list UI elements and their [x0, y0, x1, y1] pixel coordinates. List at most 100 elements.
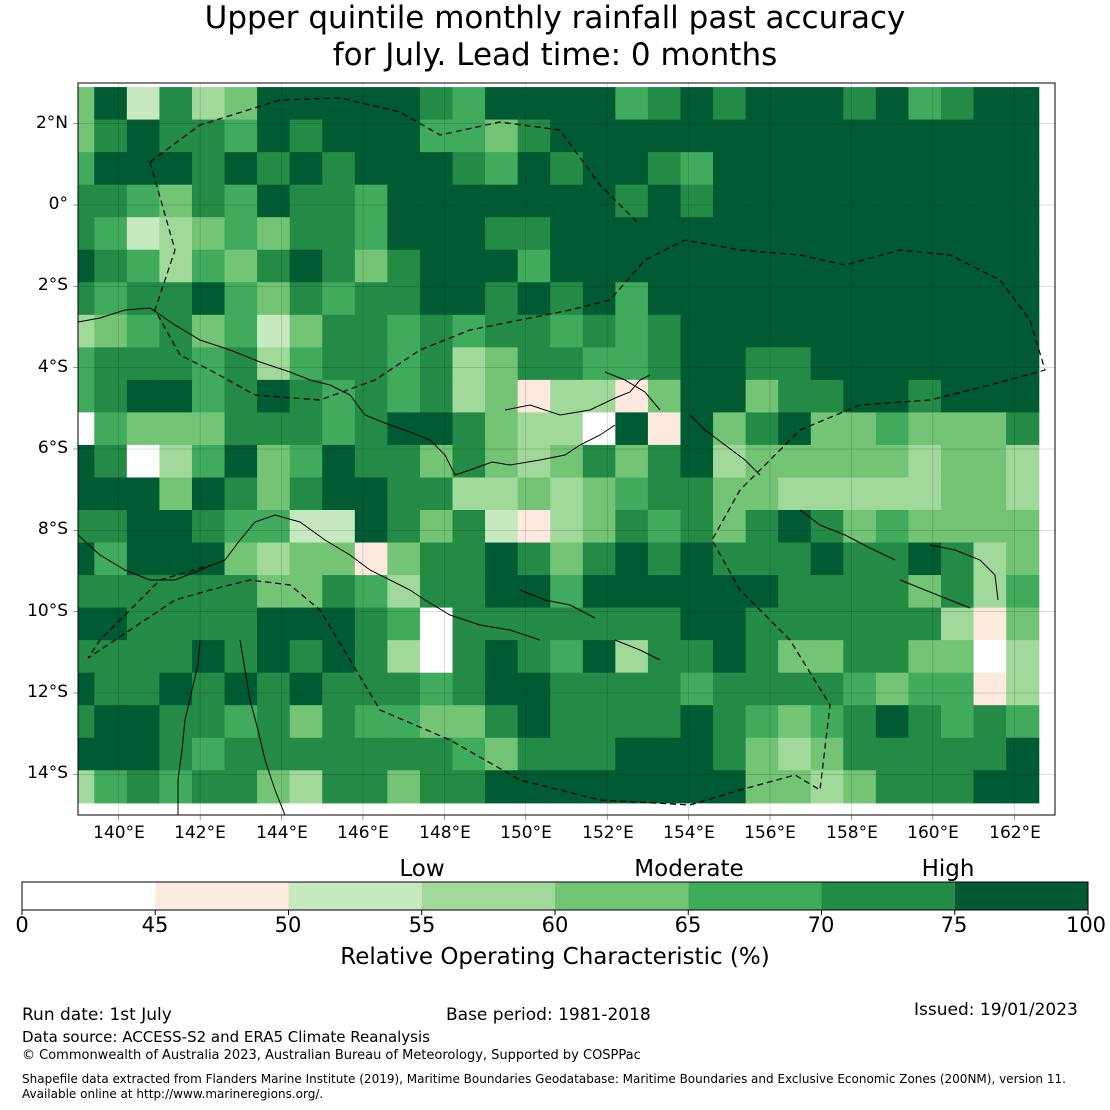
grid-cell — [745, 87, 779, 121]
grid-cell — [191, 737, 226, 771]
grid-cell — [745, 607, 779, 641]
lat-label-2s: 2°S — [37, 275, 68, 295]
grid-cell — [94, 640, 128, 674]
grid-cell — [126, 607, 161, 641]
grid-cell — [680, 477, 714, 511]
grid-cell — [224, 477, 258, 511]
eez-boundaries — [87, 97, 1046, 806]
grid-cell — [354, 347, 388, 381]
grid-cell — [908, 249, 942, 283]
grid-cell — [1006, 607, 1040, 641]
grid-cell — [908, 575, 942, 609]
colorbar-tick-45: 45 — [141, 913, 169, 937]
grid-cell — [289, 87, 323, 121]
grid-cell — [941, 510, 975, 544]
grid-cell — [550, 510, 584, 544]
base-period: Base period: 1981-2018 — [446, 1005, 651, 1025]
grid-cell — [517, 249, 551, 283]
grid-cell — [485, 314, 519, 348]
grid-cell — [973, 152, 1007, 186]
grid-cell — [843, 152, 877, 186]
grid-cell — [647, 737, 682, 771]
grid-cell — [94, 119, 128, 153]
grid-cell — [485, 184, 519, 218]
grid-cell — [485, 119, 519, 153]
grid-cell — [680, 87, 714, 121]
grid-cell — [615, 379, 649, 413]
grid-cell — [517, 705, 551, 739]
grid-cell — [615, 282, 649, 316]
grid-cell — [875, 412, 910, 446]
category-low: Low — [399, 856, 445, 882]
grid-cell — [191, 705, 226, 739]
grid-cell — [289, 282, 323, 316]
grid-cell — [615, 119, 649, 153]
grid-cell — [191, 119, 226, 153]
grid-cell — [159, 282, 193, 316]
grid-cell — [126, 249, 161, 283]
grid-cell — [875, 314, 910, 348]
grid-cell — [517, 314, 551, 348]
grid-cell — [159, 510, 193, 544]
grid-cell — [941, 347, 975, 381]
grid-cell — [550, 217, 584, 251]
grid-cell — [680, 119, 714, 153]
copyright: © Commonwealth of Australia 2023, Austra… — [22, 1048, 641, 1063]
grid-cell — [973, 314, 1007, 348]
grid-cell — [94, 184, 128, 218]
grid-cell — [354, 152, 388, 186]
grid-cell — [745, 542, 779, 576]
grid-cell — [289, 607, 323, 641]
grid-cell — [159, 184, 193, 218]
grid-cell — [452, 87, 486, 121]
grid-cell — [485, 607, 519, 641]
grid-cell — [224, 152, 258, 186]
grid-cell — [908, 607, 942, 641]
grid-cell — [126, 510, 161, 544]
grid-cell — [843, 444, 877, 479]
grid-cell — [908, 152, 942, 186]
grid-cell — [908, 640, 942, 674]
grid-cell — [778, 249, 812, 283]
grid-cell — [713, 314, 747, 348]
grid-cell — [810, 477, 844, 511]
grid-cell — [941, 672, 975, 706]
grid-cell — [582, 444, 616, 479]
grid-cell — [517, 607, 551, 641]
grid-cell — [322, 379, 356, 413]
grid-cell — [1006, 640, 1040, 674]
grid-cell — [78, 217, 95, 251]
grid-cell — [973, 640, 1007, 674]
grid-cell — [94, 737, 128, 771]
grid-cell — [191, 510, 226, 544]
grid-cell — [387, 770, 421, 804]
grid-cell — [550, 607, 584, 641]
grid-cell — [582, 379, 616, 413]
grid-cell — [419, 379, 454, 413]
grid-cell — [908, 379, 942, 413]
grid-cell — [680, 575, 714, 609]
grid-cell — [550, 314, 584, 348]
grid-cell — [354, 607, 388, 641]
grid-cell — [745, 444, 779, 479]
grid-cell — [322, 444, 356, 479]
grid-cell — [550, 640, 584, 674]
grid-cell — [908, 184, 942, 218]
grid-cell — [973, 217, 1007, 251]
grid-cell — [843, 770, 877, 804]
grid-cell — [680, 152, 714, 186]
colorbar-bin — [821, 882, 955, 910]
grid-cell — [1006, 249, 1040, 283]
grid-cell — [257, 444, 291, 479]
grid-cell — [517, 575, 551, 609]
grid-cell — [419, 737, 454, 771]
grid-cell — [615, 314, 649, 348]
grid-cell — [452, 575, 486, 609]
grid-cell — [354, 705, 388, 739]
grid-cell — [485, 347, 519, 381]
grid-cell — [159, 477, 193, 511]
grid-cell — [289, 672, 323, 706]
grid-cell — [517, 347, 551, 381]
grid-cell — [778, 737, 812, 771]
grid-cell — [387, 379, 421, 413]
